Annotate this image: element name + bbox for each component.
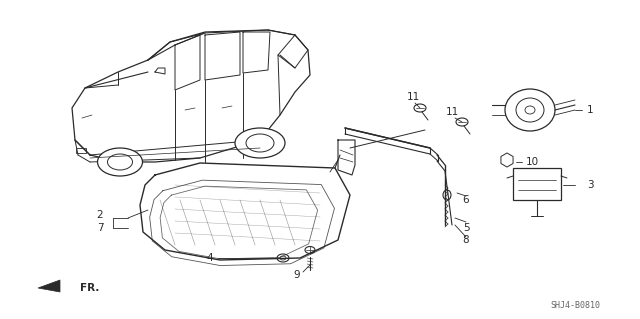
Text: SHJ4-B0810: SHJ4-B0810 <box>550 300 600 309</box>
Text: 10: 10 <box>525 157 539 167</box>
Text: 8: 8 <box>463 235 469 245</box>
Text: 2: 2 <box>97 210 103 220</box>
Text: 6: 6 <box>463 195 469 205</box>
Text: 7: 7 <box>97 223 103 233</box>
Ellipse shape <box>235 128 285 158</box>
Text: FR.: FR. <box>80 283 99 293</box>
Text: 3: 3 <box>587 180 593 190</box>
Text: 11: 11 <box>445 107 459 117</box>
Polygon shape <box>38 280 60 292</box>
Text: 11: 11 <box>406 92 420 102</box>
Ellipse shape <box>97 148 143 176</box>
Bar <box>513 168 561 200</box>
Text: 9: 9 <box>294 270 300 280</box>
Text: 5: 5 <box>463 223 469 233</box>
Text: 1: 1 <box>587 105 593 115</box>
Bar <box>76 148 86 153</box>
Text: 4: 4 <box>207 253 213 263</box>
